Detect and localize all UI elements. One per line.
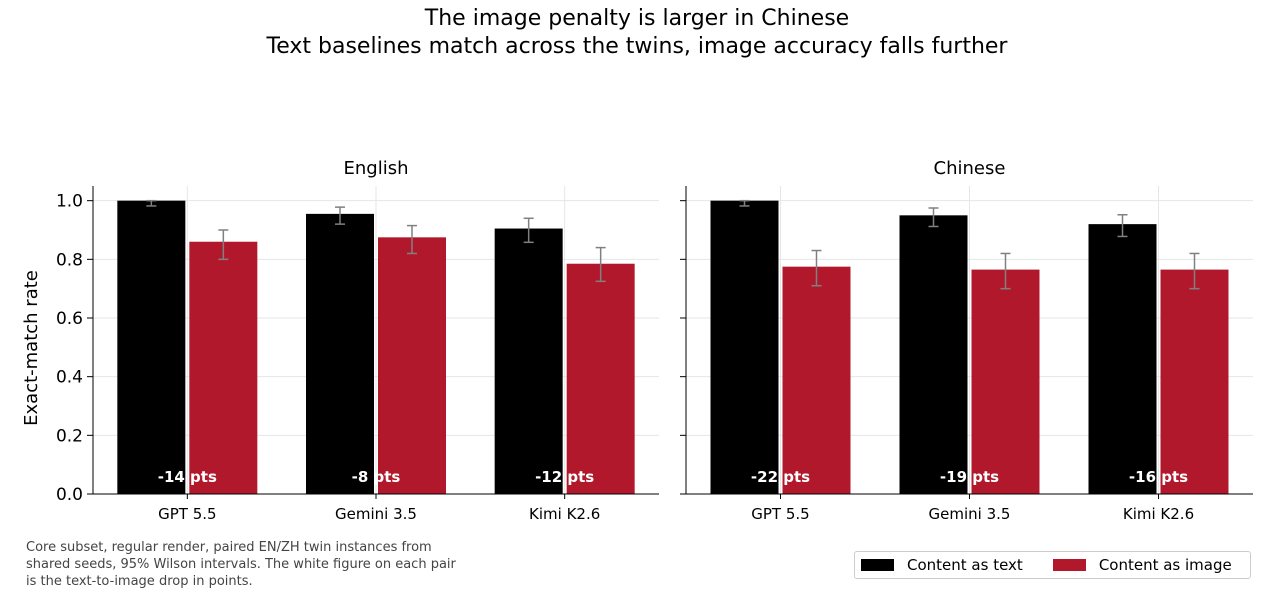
bar-image: [189, 241, 258, 494]
drop-annotation: -19 pts: [940, 468, 999, 486]
y-tick-label: 0.8: [56, 250, 83, 270]
bar-image: [566, 263, 635, 494]
y-tick-label: 0.0: [56, 485, 83, 505]
bar-image: [378, 237, 446, 495]
y-tick-label: 0.2: [56, 426, 83, 446]
footnote: Core subset, regular render, paired EN/Z…: [26, 540, 456, 589]
drop-annotation: -22 pts: [751, 468, 810, 486]
drop-annotation: -16 pts: [1129, 468, 1188, 486]
bar-text: [1088, 224, 1157, 494]
drop-annotation: -8 pts: [352, 468, 401, 486]
y-tick-label: 0.4: [56, 368, 83, 388]
panel-title: English: [344, 158, 409, 179]
legend-swatch-image: [1052, 559, 1086, 571]
chart-title-line-1: The image penalty is larger in Chinese: [424, 6, 850, 31]
bar-text: [710, 200, 779, 494]
bar-text: [494, 228, 563, 495]
bar-text: [899, 215, 968, 495]
bar-text: [117, 200, 186, 494]
chart-title-line-2: Text baselines match across the twins, i…: [266, 34, 1008, 59]
bar-image: [971, 269, 1040, 494]
y-axis-label: Exact-match rate: [21, 270, 42, 426]
bar-text: [306, 213, 374, 494]
legend-swatch-text: [861, 559, 894, 571]
legend-item-image: Content as image: [1052, 556, 1232, 574]
drop-annotation: -14 pts: [158, 468, 217, 486]
y-tick-label: 1.0: [56, 192, 83, 212]
x-tick-label: GPT 5.5: [158, 505, 216, 523]
x-tick-label: GPT 5.5: [751, 505, 809, 523]
x-tick-label: Gemini 3.5: [335, 505, 417, 523]
legend-label-text: Content as text: [907, 556, 1023, 574]
drop-annotation: -12 pts: [535, 468, 594, 486]
legend-label-image: Content as image: [1098, 556, 1232, 574]
panel-title: Chinese: [934, 158, 1006, 179]
legend-item-text: Content as text: [861, 556, 1023, 574]
x-tick-label: Kimi K2.6: [529, 505, 600, 523]
x-tick-label: Gemini 3.5: [929, 505, 1011, 523]
bar-image: [782, 266, 851, 494]
y-tick-label: 0.6: [56, 309, 83, 329]
legend: Content as text Content as image: [854, 551, 1251, 579]
x-tick-label: Kimi K2.6: [1123, 505, 1194, 523]
bar-image: [1160, 269, 1229, 494]
